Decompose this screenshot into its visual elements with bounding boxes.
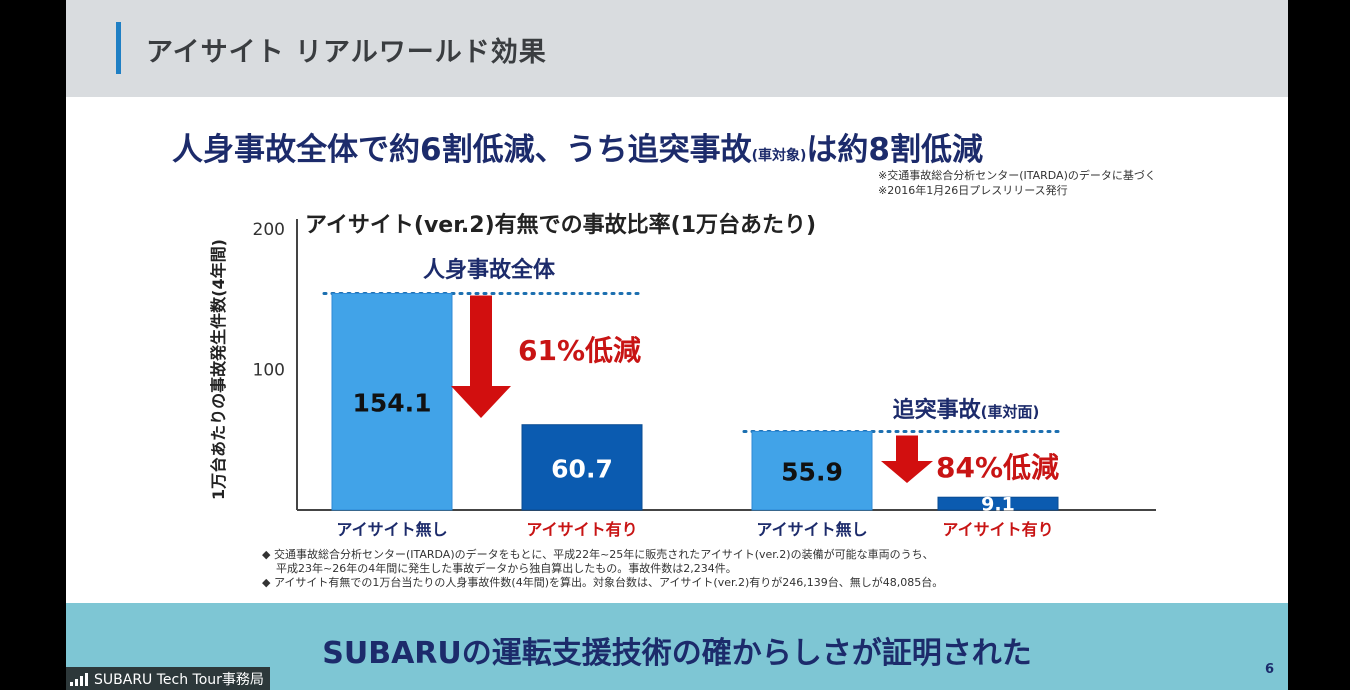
signal-bars-icon: [70, 672, 88, 686]
bar-value-label: 55.9: [781, 458, 843, 487]
reduction-arrow-icon: [451, 295, 511, 418]
y-axis-label: 1万台あたりの事故発生件数(4年間): [209, 239, 228, 500]
bar-chart: 100 200 1万台あたりの事故発生件数(4年間) アイサイト(ver.2)有無での…: [209, 212, 1156, 539]
participant-name: SUBARU Tech Tour事務局: [94, 671, 264, 688]
footnote-1: ◆ 交通事故総合分析センター(ITARDA)のデータをもとに、平成22年~25年…: [262, 548, 934, 561]
footnote-3: ◆ アイサイト有無での1万台当たりの人身事故件数(4年間)を算出。対象台数は、ア…: [262, 576, 944, 589]
footnote-2: 平成23年~26年の4年間に発生した事故データから独自算出したもの。事故件数は2…: [276, 562, 737, 575]
headline-part2: は約8割低減: [806, 132, 983, 168]
conclusion-text: SUBARUの運転支援技術の確からしさが証明された: [322, 636, 1032, 671]
bar-category-label: アイサイト無し: [756, 520, 867, 539]
page-number: 6: [1264, 662, 1274, 677]
chart-bar: [331, 292, 453, 511]
reduction-arrow-icon: [881, 435, 933, 483]
chart-bar: [521, 424, 643, 511]
group-name: 人身事故全体: [423, 257, 556, 283]
source-note-2: ※2016年1月26日プレスリリース発行: [878, 184, 1068, 197]
bar-category-label: アイサイト無し: [336, 520, 447, 539]
chart-title: アイサイト(ver.2)有無での事故比率(1万台あたり): [305, 212, 816, 238]
presentation-slide: アイサイト リアルワールド効果 人身事故全体で約6割低減、うち追突事故(車対象)…: [66, 0, 1288, 690]
slide-header: アイサイト リアルワールド効果: [66, 0, 1288, 97]
y-tick-label: 200: [253, 220, 285, 240]
reduction-label: 84%低減: [936, 451, 1059, 484]
group-name: 追突事故(車対面): [893, 397, 1040, 423]
participant-name-tag: SUBARU Tech Tour事務局: [66, 667, 270, 690]
chart-area: 100 200 1万台あたりの事故発生件数(4年間) アイサイト(ver.2)有無での…: [66, 200, 1288, 560]
bar-value-label: 154.1: [352, 389, 431, 418]
footnotes: ◆ 交通事故総合分析センター(ITARDA)のデータをもとに、平成22年~25年…: [262, 548, 943, 590]
chart-bar: [937, 496, 1059, 511]
bar-category-label: アイサイト有り: [942, 520, 1053, 539]
headline: 人身事故全体で約6割低減、うち追突事故(車対象)は約8割低減: [172, 124, 983, 169]
bar-value-label: 9.1: [981, 494, 1015, 516]
source-notes: ※交通事故総合分析センター(ITARDA)のデータに基づく ※2016年1月26…: [878, 168, 1156, 198]
header-accent-bar: [116, 22, 121, 74]
headline-part1: 人身事故全体で約6割低減、うち追突事故: [172, 132, 752, 168]
slide-title: アイサイト リアルワールド効果: [146, 37, 547, 68]
bar-category-label: アイサイト有り: [526, 520, 637, 539]
source-note-1: ※交通事故総合分析センター(ITARDA)のデータに基づく: [878, 169, 1156, 182]
headline-small: (車対象): [751, 148, 807, 164]
reduction-label: 61%低減: [518, 334, 641, 367]
y-tick-label: 100: [253, 361, 285, 381]
bar-value-label: 60.7: [551, 454, 613, 483]
chart-bar: [751, 430, 873, 511]
